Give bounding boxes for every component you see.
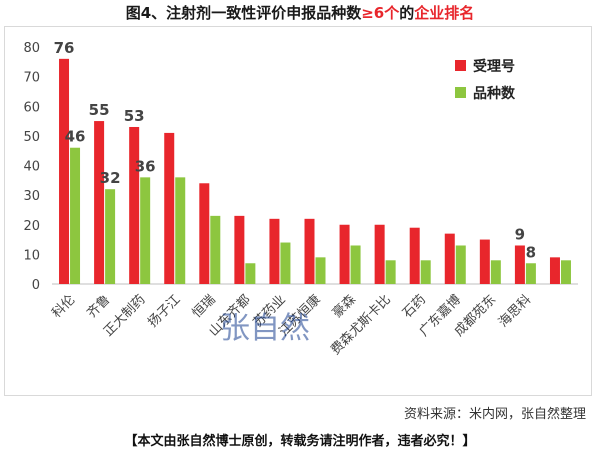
legend-label: 品种数	[473, 85, 516, 102]
bar-receipts	[444, 233, 455, 284]
bar-receipts	[164, 132, 175, 284]
bar-receipts	[129, 126, 140, 284]
bar-receipts	[549, 257, 560, 284]
bar-receipts	[374, 224, 385, 284]
y-tick-label: 50	[23, 130, 40, 145]
x-tick-label: 恒瑞	[190, 292, 219, 321]
data-label: 32	[100, 169, 121, 187]
y-tick-label: 30	[23, 189, 40, 204]
watermark: 张自然	[220, 311, 310, 346]
bar-receipts	[339, 224, 350, 284]
bar-varieties	[560, 260, 571, 284]
y-tick-label: 80	[23, 41, 40, 56]
legend-swatch	[455, 60, 466, 71]
y-tick-label: 10	[23, 248, 40, 263]
title-suffix: 企业排名	[414, 4, 475, 22]
bar-varieties	[350, 245, 361, 284]
data-label: 9	[515, 225, 525, 243]
bar-varieties	[455, 245, 466, 284]
bar-varieties	[280, 242, 291, 284]
bar-receipts	[94, 121, 105, 284]
chart-title: 图4、注射剂一致性评价申报品种数≥6个的企业排名	[0, 2, 600, 23]
bar-receipts	[514, 245, 525, 284]
y-tick-label: 40	[23, 160, 40, 175]
y-tick-label: 60	[23, 100, 40, 115]
bar-receipts	[199, 183, 210, 284]
x-tick-label: 海思科	[496, 292, 534, 330]
bar-varieties	[385, 260, 396, 284]
bar-varieties	[315, 257, 326, 284]
bar-receipts	[269, 218, 280, 284]
bar-varieties	[140, 177, 151, 284]
bar-varieties	[210, 215, 221, 284]
data-label: 76	[54, 39, 75, 57]
title-mid: 的	[399, 4, 415, 22]
bar-receipts	[234, 215, 245, 284]
x-tick-label: 扬子江	[145, 292, 183, 330]
data-label: 46	[65, 128, 86, 146]
y-tick-label: 70	[23, 71, 40, 86]
y-tick-label: 20	[23, 219, 40, 234]
bar-receipts	[409, 227, 420, 284]
bar-varieties	[105, 189, 116, 284]
data-label: 8	[526, 243, 536, 261]
data-label: 53	[124, 107, 145, 125]
bar-varieties	[70, 147, 81, 284]
bar-varieties	[175, 177, 186, 284]
title-highlight: ≥6个	[361, 4, 400, 22]
legend-label: 受理号	[473, 58, 515, 75]
bar-receipts	[59, 58, 70, 284]
y-tick-label: 0	[32, 278, 40, 293]
bar-receipts	[304, 218, 315, 284]
legend-swatch	[455, 87, 466, 98]
bar-varieties	[245, 263, 256, 284]
data-label: 36	[135, 157, 156, 175]
x-tick-label: 豪森	[329, 292, 359, 322]
bar-varieties	[525, 263, 536, 284]
bar-varieties	[420, 260, 431, 284]
bar-receipts	[479, 239, 490, 284]
x-tick-label: 科伦	[49, 292, 78, 321]
source-note: 资料来源：米内网，张自然整理	[403, 407, 586, 422]
bar-varieties	[490, 260, 501, 284]
chart-frame	[4, 26, 592, 396]
copyright-footer: 【本文由张自然博士原创，转载务请注明作者，违者必究！】	[124, 434, 476, 449]
data-label: 55	[89, 101, 110, 119]
title-prefix: 图4、注射剂一致性评价申报品种数	[125, 4, 362, 22]
x-tick-label: 石药	[400, 292, 429, 321]
x-tick-label: 齐鲁	[84, 292, 114, 322]
